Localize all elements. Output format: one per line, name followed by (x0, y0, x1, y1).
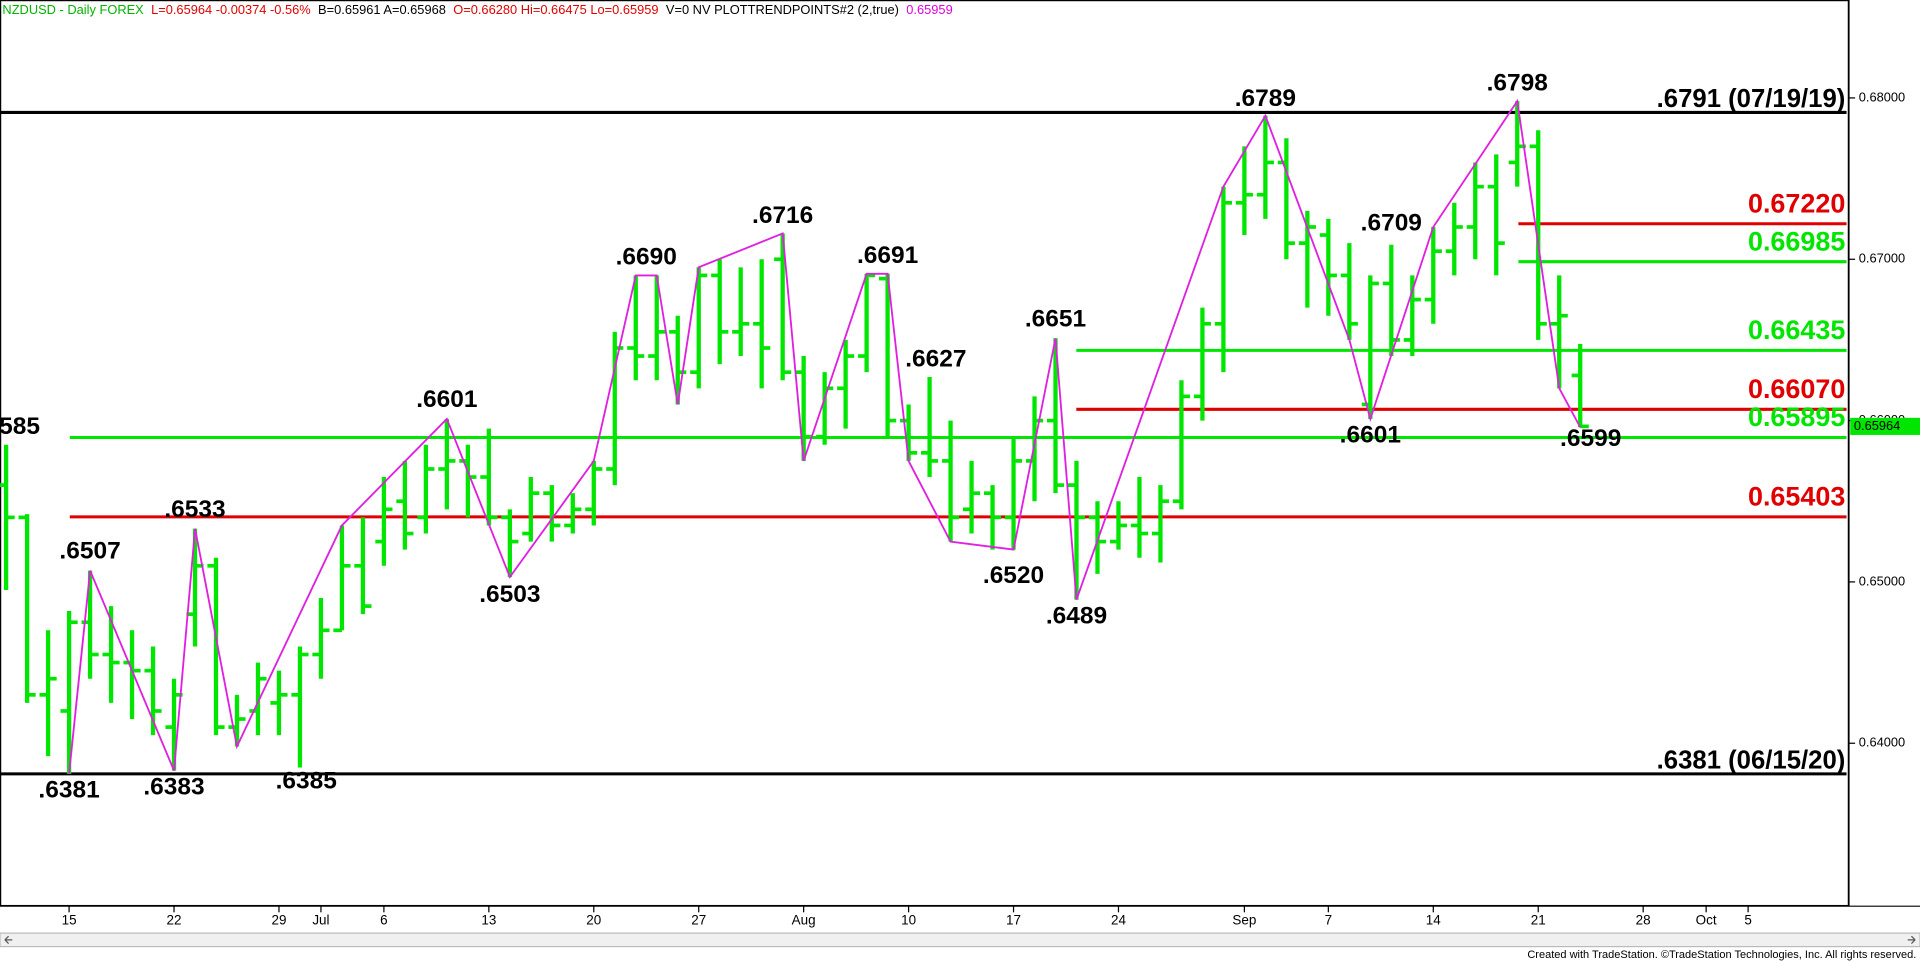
pivot-label: .6651 (1025, 305, 1086, 332)
x-tick-label: 5 (1744, 912, 1751, 927)
level-label: .6381 (06/15/20) (1657, 746, 1846, 774)
x-tick-label: Aug (792, 912, 816, 927)
header-item: V=0 NV PLOTTRENDPOINTS#2 (2,true) (666, 2, 899, 17)
trend-line (68, 98, 1582, 775)
level-label: 0.66435 (1748, 315, 1845, 345)
pivot-label: .6789 (1235, 85, 1296, 112)
pivot-label: .6489 (1046, 602, 1107, 629)
y-tick-label: 0.67000 (1859, 251, 1905, 266)
pivot-label: .6383 (143, 773, 204, 800)
level-label: 0.67220 (1748, 189, 1845, 219)
pivot-label: .6690 (616, 244, 677, 271)
x-tick-label: 7 (1325, 912, 1332, 927)
level-label: 0.65403 (1748, 482, 1845, 512)
level-label: 0.65895 (1748, 402, 1845, 432)
pivot-label: .6520 (983, 562, 1044, 589)
scrollbar[interactable] (0, 932, 1920, 948)
pivot-label: .6601 (416, 386, 477, 413)
header-item: O=0.66280 Hi=0.66475 Lo=0.65959 (453, 2, 658, 17)
x-tick-label: 6 (380, 912, 387, 927)
x-tick-label: 13 (481, 912, 496, 927)
x-tick-label: 28 (1636, 912, 1651, 927)
x-tick-label: Sep (1232, 912, 1256, 927)
x-tick-label: 15 (62, 912, 77, 927)
pivot-label: .6507 (59, 538, 120, 565)
header-item: 0.65959 (906, 2, 952, 17)
pivot-label: .6599 (1560, 425, 1621, 452)
pivot-label: 585 (0, 413, 40, 440)
x-tick-label: Oct (1696, 912, 1717, 927)
x-tick-label: 24 (1111, 912, 1126, 927)
header: NZDUSD - Daily FOREX L=0.65964 -0.00374 -… (2, 2, 952, 17)
pivot-label: .6691 (857, 242, 918, 269)
header-item: B=0.65961 A=0.65968 (318, 2, 446, 17)
pivot-label: .6627 (905, 345, 966, 372)
pivot-label: .6798 (1487, 69, 1548, 96)
x-tick-label: 22 (167, 912, 182, 927)
header-item: L=0.65964 -0.00374 -0.56% (151, 2, 311, 17)
pivot-label: .6709 (1361, 209, 1422, 236)
x-tick-label: 20 (586, 912, 601, 927)
x-tick-label: 14 (1426, 912, 1441, 927)
scroll-right[interactable] (1907, 935, 1916, 944)
x-tick-label: Jul (312, 912, 329, 927)
level-label: .6791 (07/19/19) (1657, 85, 1846, 113)
pivot-label: .6385 (276, 768, 337, 795)
y-tick-label: 0.64000 (1859, 735, 1905, 750)
level-label: 0.66985 (1748, 226, 1845, 256)
x-tick-label: 21 (1531, 912, 1546, 927)
header-item: NZDUSD - Daily FOREX (2, 2, 144, 17)
last-price-label: 0.65964 (1854, 418, 1900, 433)
x-tick-label: 17 (1006, 912, 1021, 927)
level-label: 0.66070 (1748, 374, 1845, 404)
x-tick-label: 27 (691, 912, 706, 927)
footer: Created with TradeStation. ©TradeStation… (1527, 949, 1916, 961)
y-tick-label: 0.65000 (1859, 573, 1905, 588)
pivot-label: .6533 (164, 496, 225, 523)
pivot-label: .6601 (1340, 422, 1401, 449)
y-tick-label: 0.68000 (1859, 89, 1905, 104)
x-tick-label: 10 (901, 912, 916, 927)
x-tick-label: 29 (271, 912, 286, 927)
pivot-label: .6503 (479, 581, 540, 608)
pivot-label: .6716 (752, 202, 813, 229)
last-price-box (1850, 417, 1920, 435)
scroll-left[interactable] (4, 935, 13, 944)
pivot-label: .6381 (38, 777, 99, 804)
